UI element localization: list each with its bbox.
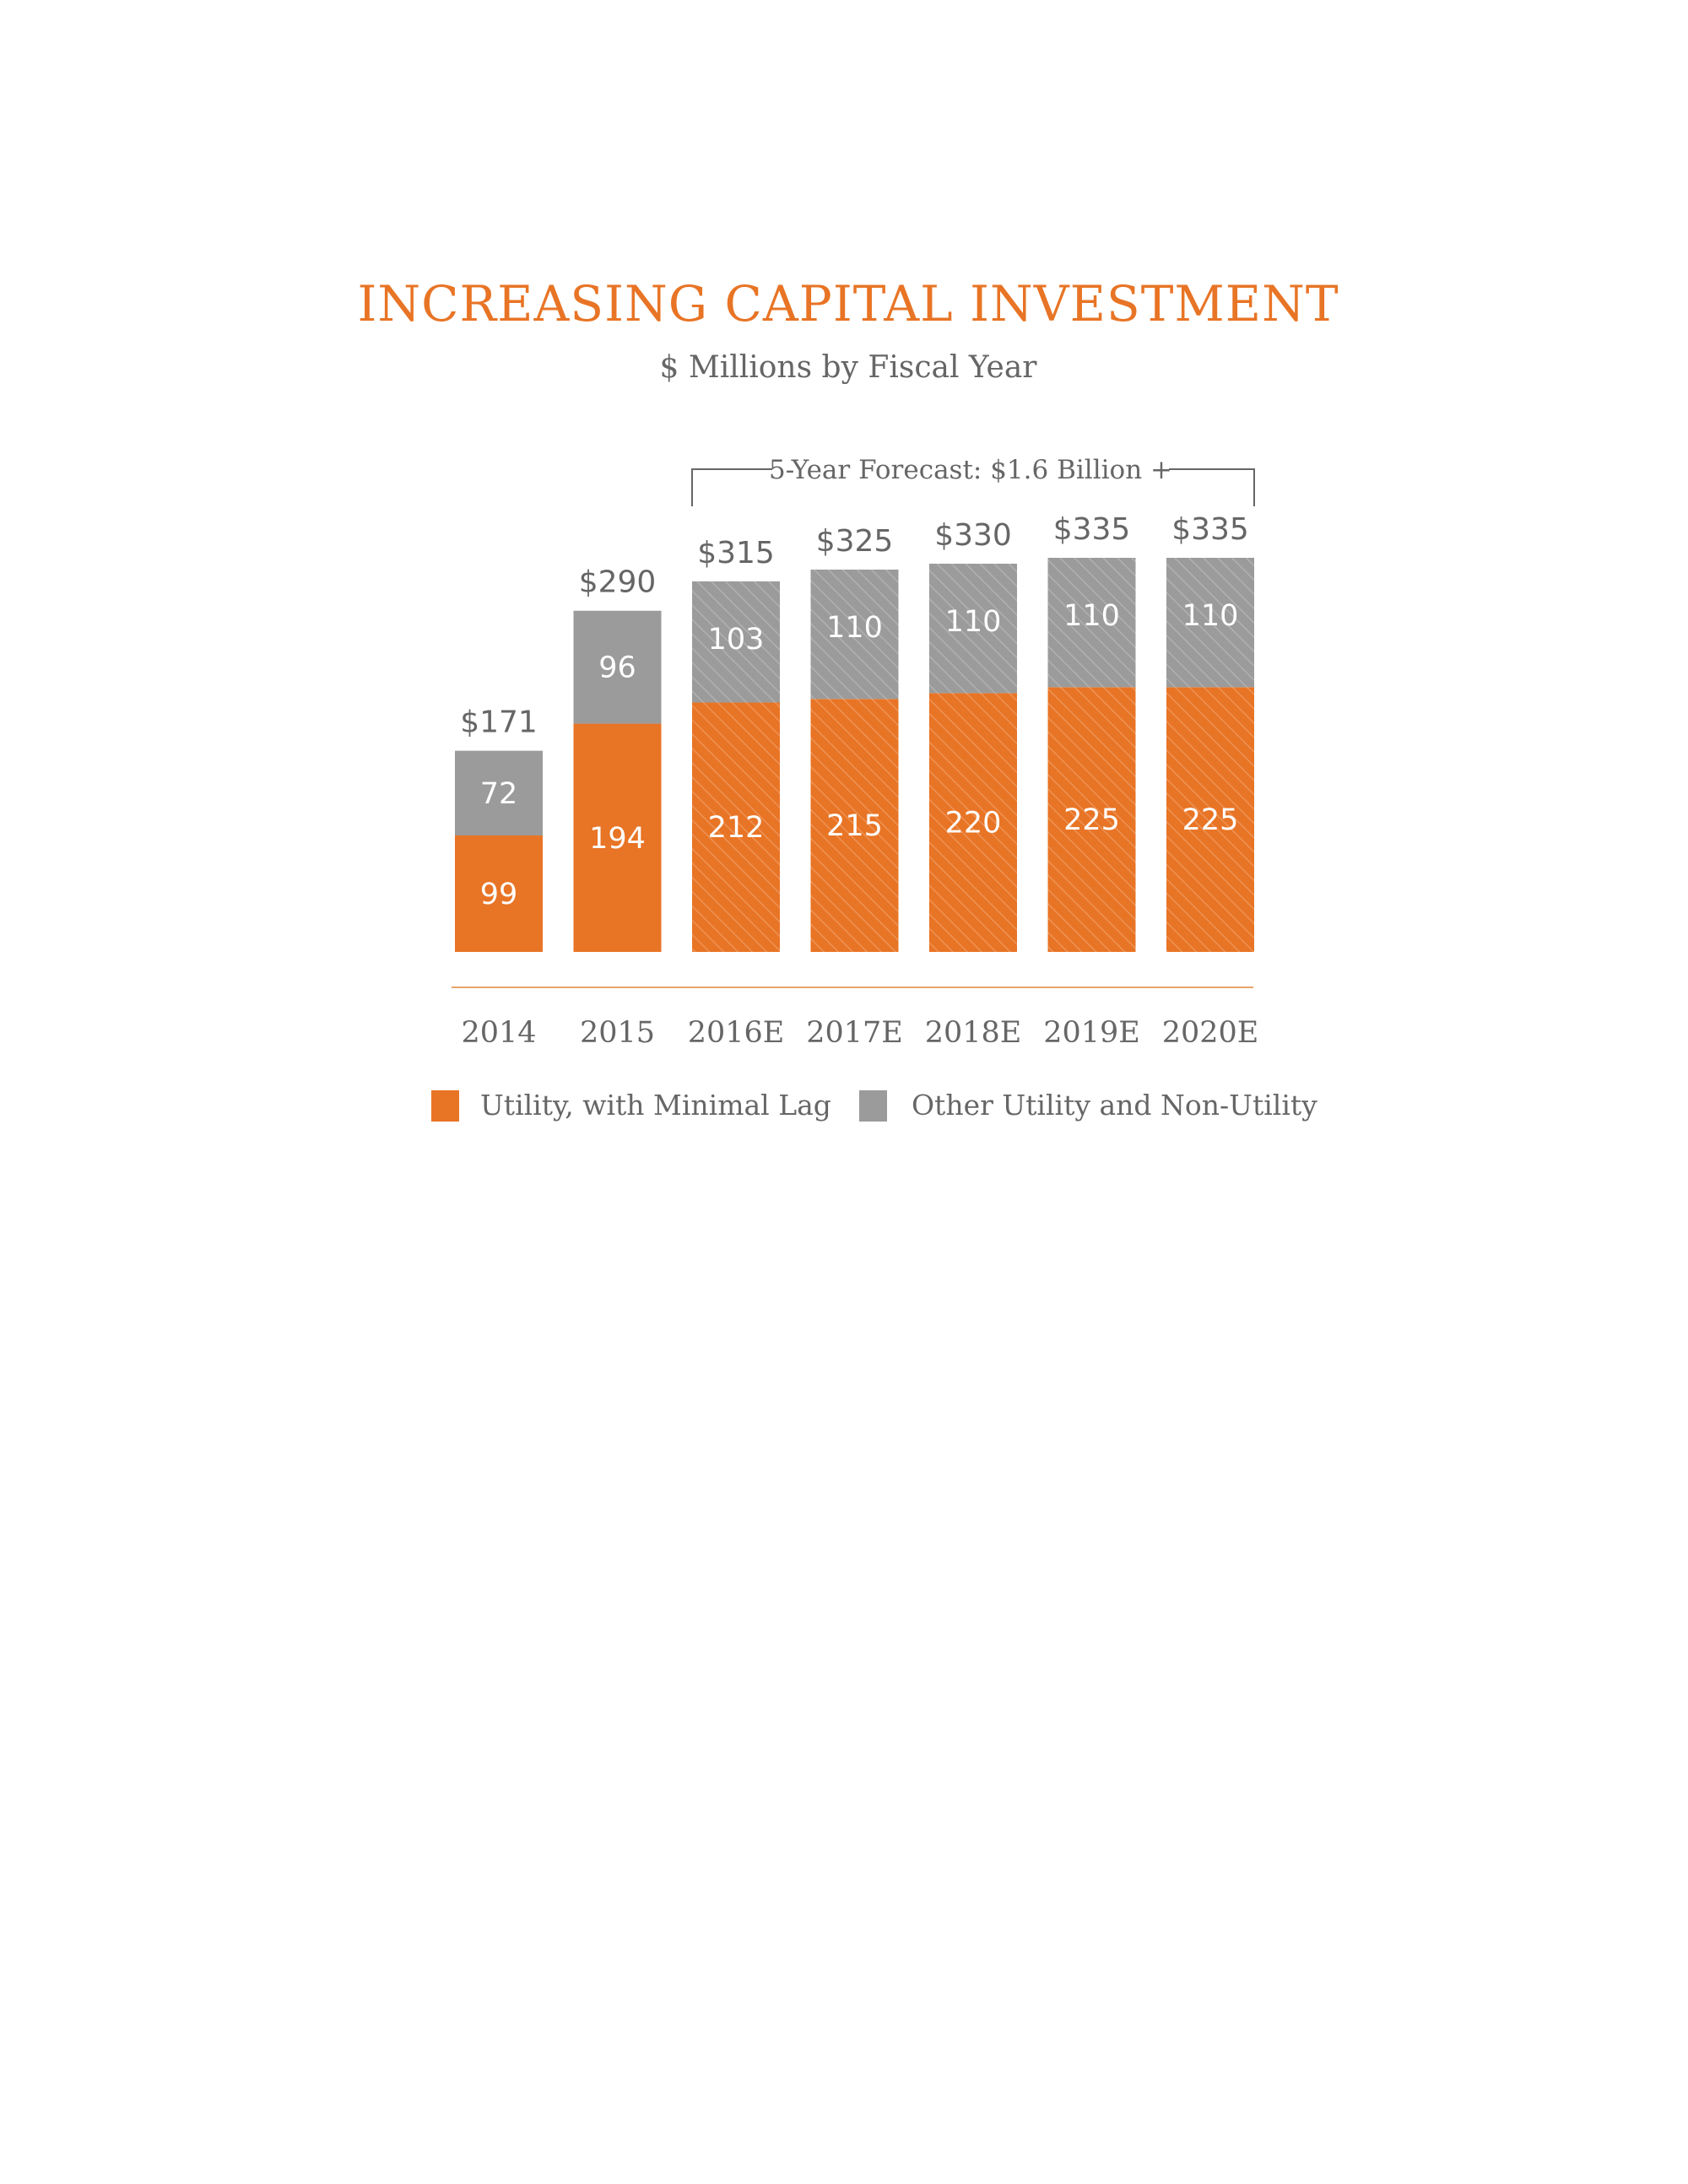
- legend-swatch-utility: [431, 1090, 459, 1122]
- legend-swatch-other: [859, 1090, 887, 1122]
- bar-other-hatch-2018E: [929, 563, 1017, 694]
- data-label-other-2014: 72: [480, 777, 518, 811]
- x-tick-2016E: 2016E: [688, 1016, 785, 1050]
- bar-utility-hatch-2019E: [1047, 687, 1136, 952]
- x-tick-2015: 2015: [580, 1016, 655, 1050]
- x-tick-2020E: 2020E: [1162, 1016, 1259, 1050]
- x-tick-2018E: 2018E: [925, 1016, 1022, 1050]
- data-label-other-2015: 96: [598, 651, 636, 685]
- bar-utility-hatch-2016E: [692, 702, 780, 952]
- x-tick-2019E: 2019E: [1043, 1016, 1140, 1050]
- data-label-utility-2014: 99: [480, 878, 518, 911]
- forecast-bracket: 5-Year Forecast: $1.6 Billion +: [691, 455, 1255, 506]
- total-label-2016E: $315: [697, 536, 775, 570]
- bars-group: 99 72 $171 194 96 $290 212 103 $315 215 110 $325 220…: [455, 512, 1254, 952]
- data-label-other-2017E: 110: [826, 611, 883, 645]
- bar-utility-hatch-2020E: [1166, 687, 1254, 952]
- data-label-utility-2016E: 212: [708, 811, 765, 845]
- x-tick-2017E: 2017E: [806, 1016, 903, 1050]
- forecast-bracket-left: [691, 468, 772, 506]
- bar-other-hatch-2016E: [692, 581, 780, 703]
- bar-other-hatch-2017E: [810, 569, 899, 700]
- data-label-other-2016E: 103: [708, 623, 765, 657]
- total-label-2020E: $335: [1171, 512, 1249, 547]
- bar-utility-2014: [455, 835, 543, 952]
- total-label-2019E: $335: [1053, 512, 1131, 547]
- total-label-2014: $171: [460, 705, 538, 740]
- data-label-utility-2019E: 225: [1063, 803, 1120, 837]
- total-label-2017E: $325: [816, 524, 894, 559]
- total-label-2018E: $330: [934, 518, 1012, 553]
- data-label-other-2020E: 110: [1182, 599, 1239, 633]
- x-tick-labels: 2014 2015 2016E 2017E 2018E 2019E 2020E: [461, 1016, 1258, 1050]
- data-label-other-2018E: 110: [945, 605, 1002, 639]
- data-label-utility-2017E: 215: [826, 809, 883, 843]
- chart-title: INCREASING CAPITAL INVESTMENT: [357, 275, 1339, 332]
- forecast-annotation: 5-Year Forecast: $1.6 Billion +: [769, 455, 1172, 485]
- data-label-other-2019E: 110: [1063, 599, 1120, 633]
- data-label-utility-2020E: 225: [1182, 803, 1239, 837]
- data-label-utility-2015: 194: [589, 822, 646, 856]
- bar-utility-2015: [573, 723, 662, 952]
- bar-utility-hatch-2017E: [810, 699, 899, 952]
- legend-label-other: Other Utility and Non-Utility: [912, 1089, 1317, 1122]
- x-tick-2014: 2014: [461, 1016, 536, 1050]
- bar-other-2014: [455, 750, 543, 835]
- bar-utility-hatch-2018E: [929, 693, 1017, 952]
- forecast-bracket-right: [1169, 468, 1255, 506]
- bar-other-2015: [573, 610, 662, 724]
- bar-other-hatch-2020E: [1166, 558, 1254, 688]
- chart-subtitle: $ Millions by Fiscal Year: [659, 350, 1037, 385]
- bar-other-hatch-2019E: [1047, 558, 1136, 688]
- data-label-utility-2018E: 220: [945, 807, 1002, 841]
- legend: Utility, with Minimal Lag Other Utility a…: [431, 1089, 1317, 1122]
- total-label-2015: $290: [579, 565, 657, 600]
- legend-label-utility: Utility, with Minimal Lag: [480, 1089, 831, 1122]
